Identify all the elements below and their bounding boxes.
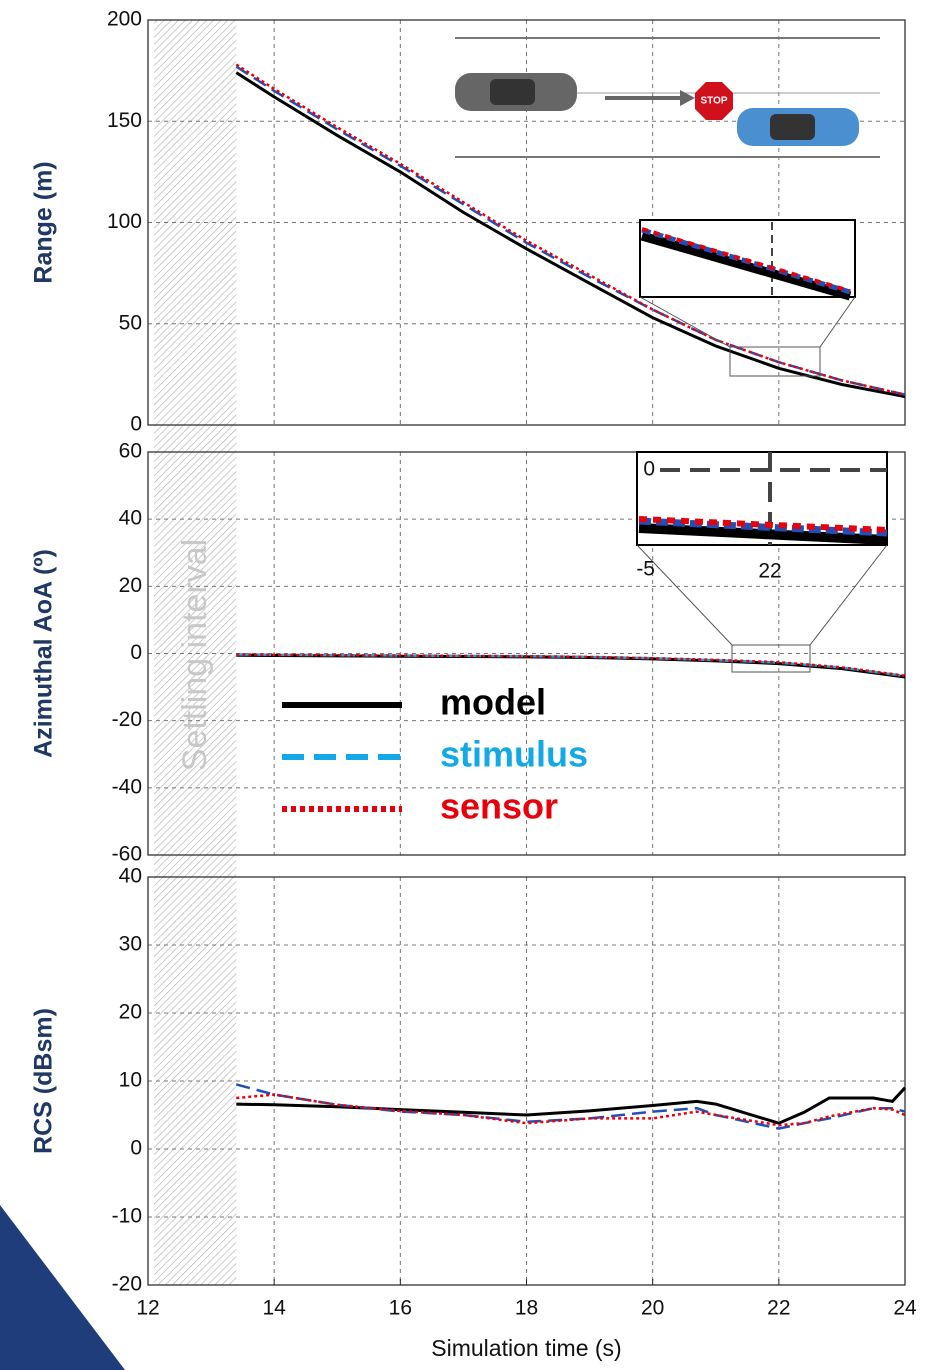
x-tick-label: 24 xyxy=(893,1297,917,1320)
inset-connector xyxy=(809,544,888,646)
inset-y-tick-label: -5 xyxy=(636,558,655,581)
y-tick-label: 150 xyxy=(107,109,142,132)
x-axis-label: Simulation time (s) xyxy=(431,1335,621,1361)
y-tick-label: 60 xyxy=(119,440,142,463)
y-tick-label: 30 xyxy=(119,933,142,956)
y-tick-label: 50 xyxy=(119,311,142,334)
series-line xyxy=(236,653,906,677)
settling-region xyxy=(154,20,237,1285)
x-tick-label: 12 xyxy=(136,1297,159,1320)
series-line xyxy=(235,71,906,399)
range-inset xyxy=(639,219,856,377)
legend-label: sensor xyxy=(440,786,558,827)
y-tick-label: -60 xyxy=(112,843,142,866)
x-tick-label: 16 xyxy=(389,1297,412,1320)
series-line xyxy=(236,1086,907,1125)
legend-label: model xyxy=(440,682,546,723)
legend-label: stimulus xyxy=(440,734,588,775)
y-tick-label: 0 xyxy=(130,413,142,436)
x-tick-label: 18 xyxy=(515,1297,538,1320)
inset-connector xyxy=(636,544,733,646)
corner-decoration xyxy=(0,1205,125,1370)
y-tick-label: 20 xyxy=(119,1001,142,1024)
y-axis-label: Range (m) xyxy=(30,161,58,283)
y-tick-label: 100 xyxy=(107,210,142,233)
plot-frame xyxy=(147,19,906,426)
y-tick-label: 200 xyxy=(107,8,142,31)
svg-text:STOP: STOP xyxy=(700,96,727,107)
y-tick-label: -40 xyxy=(112,775,142,798)
y-tick-label: 40 xyxy=(119,507,142,530)
plot-frame xyxy=(147,451,906,856)
subplot: -20 -10 0 10 20 30 40 RCS (dBsm) 12 14 16 18 20 22 24 S… xyxy=(30,865,917,1362)
y-tick-label: -10 xyxy=(112,1205,142,1228)
x-tick-label: 20 xyxy=(641,1297,664,1320)
series-line xyxy=(236,1093,906,1127)
series-line xyxy=(235,63,906,396)
y-axis-label: RCS (dBsm) xyxy=(30,1008,58,1154)
y-tick-label: 0 xyxy=(130,641,142,664)
inset-trace xyxy=(638,523,888,545)
inset-x-tick-label: 22 xyxy=(758,560,781,583)
y-tick-label: -20 xyxy=(112,1273,142,1296)
y-axis-label: Azimuthal AoA (º) xyxy=(30,549,58,758)
subplot: -60 -40 -20 0 20 40 60 Azimuthal AoA (º) model st… xyxy=(30,440,906,866)
zoom-box xyxy=(731,644,811,673)
inset-y-tick-label: 0 xyxy=(643,458,655,481)
y-tick-label: 40 xyxy=(119,865,142,888)
x-tick-label: 14 xyxy=(262,1297,286,1320)
y-tick-label: -20 xyxy=(112,708,142,731)
x-tick-label: 22 xyxy=(767,1297,790,1320)
inset-trace xyxy=(638,517,888,537)
inset: -5 0 22 xyxy=(636,451,888,673)
y-tick-label: 20 xyxy=(119,574,142,597)
y-tick-label: 10 xyxy=(119,1069,142,1092)
series-line xyxy=(236,653,906,679)
y-tick-label: 0 xyxy=(130,1137,142,1160)
car-scene: STOP xyxy=(455,37,880,158)
settling-label: Settling interval xyxy=(176,539,214,771)
